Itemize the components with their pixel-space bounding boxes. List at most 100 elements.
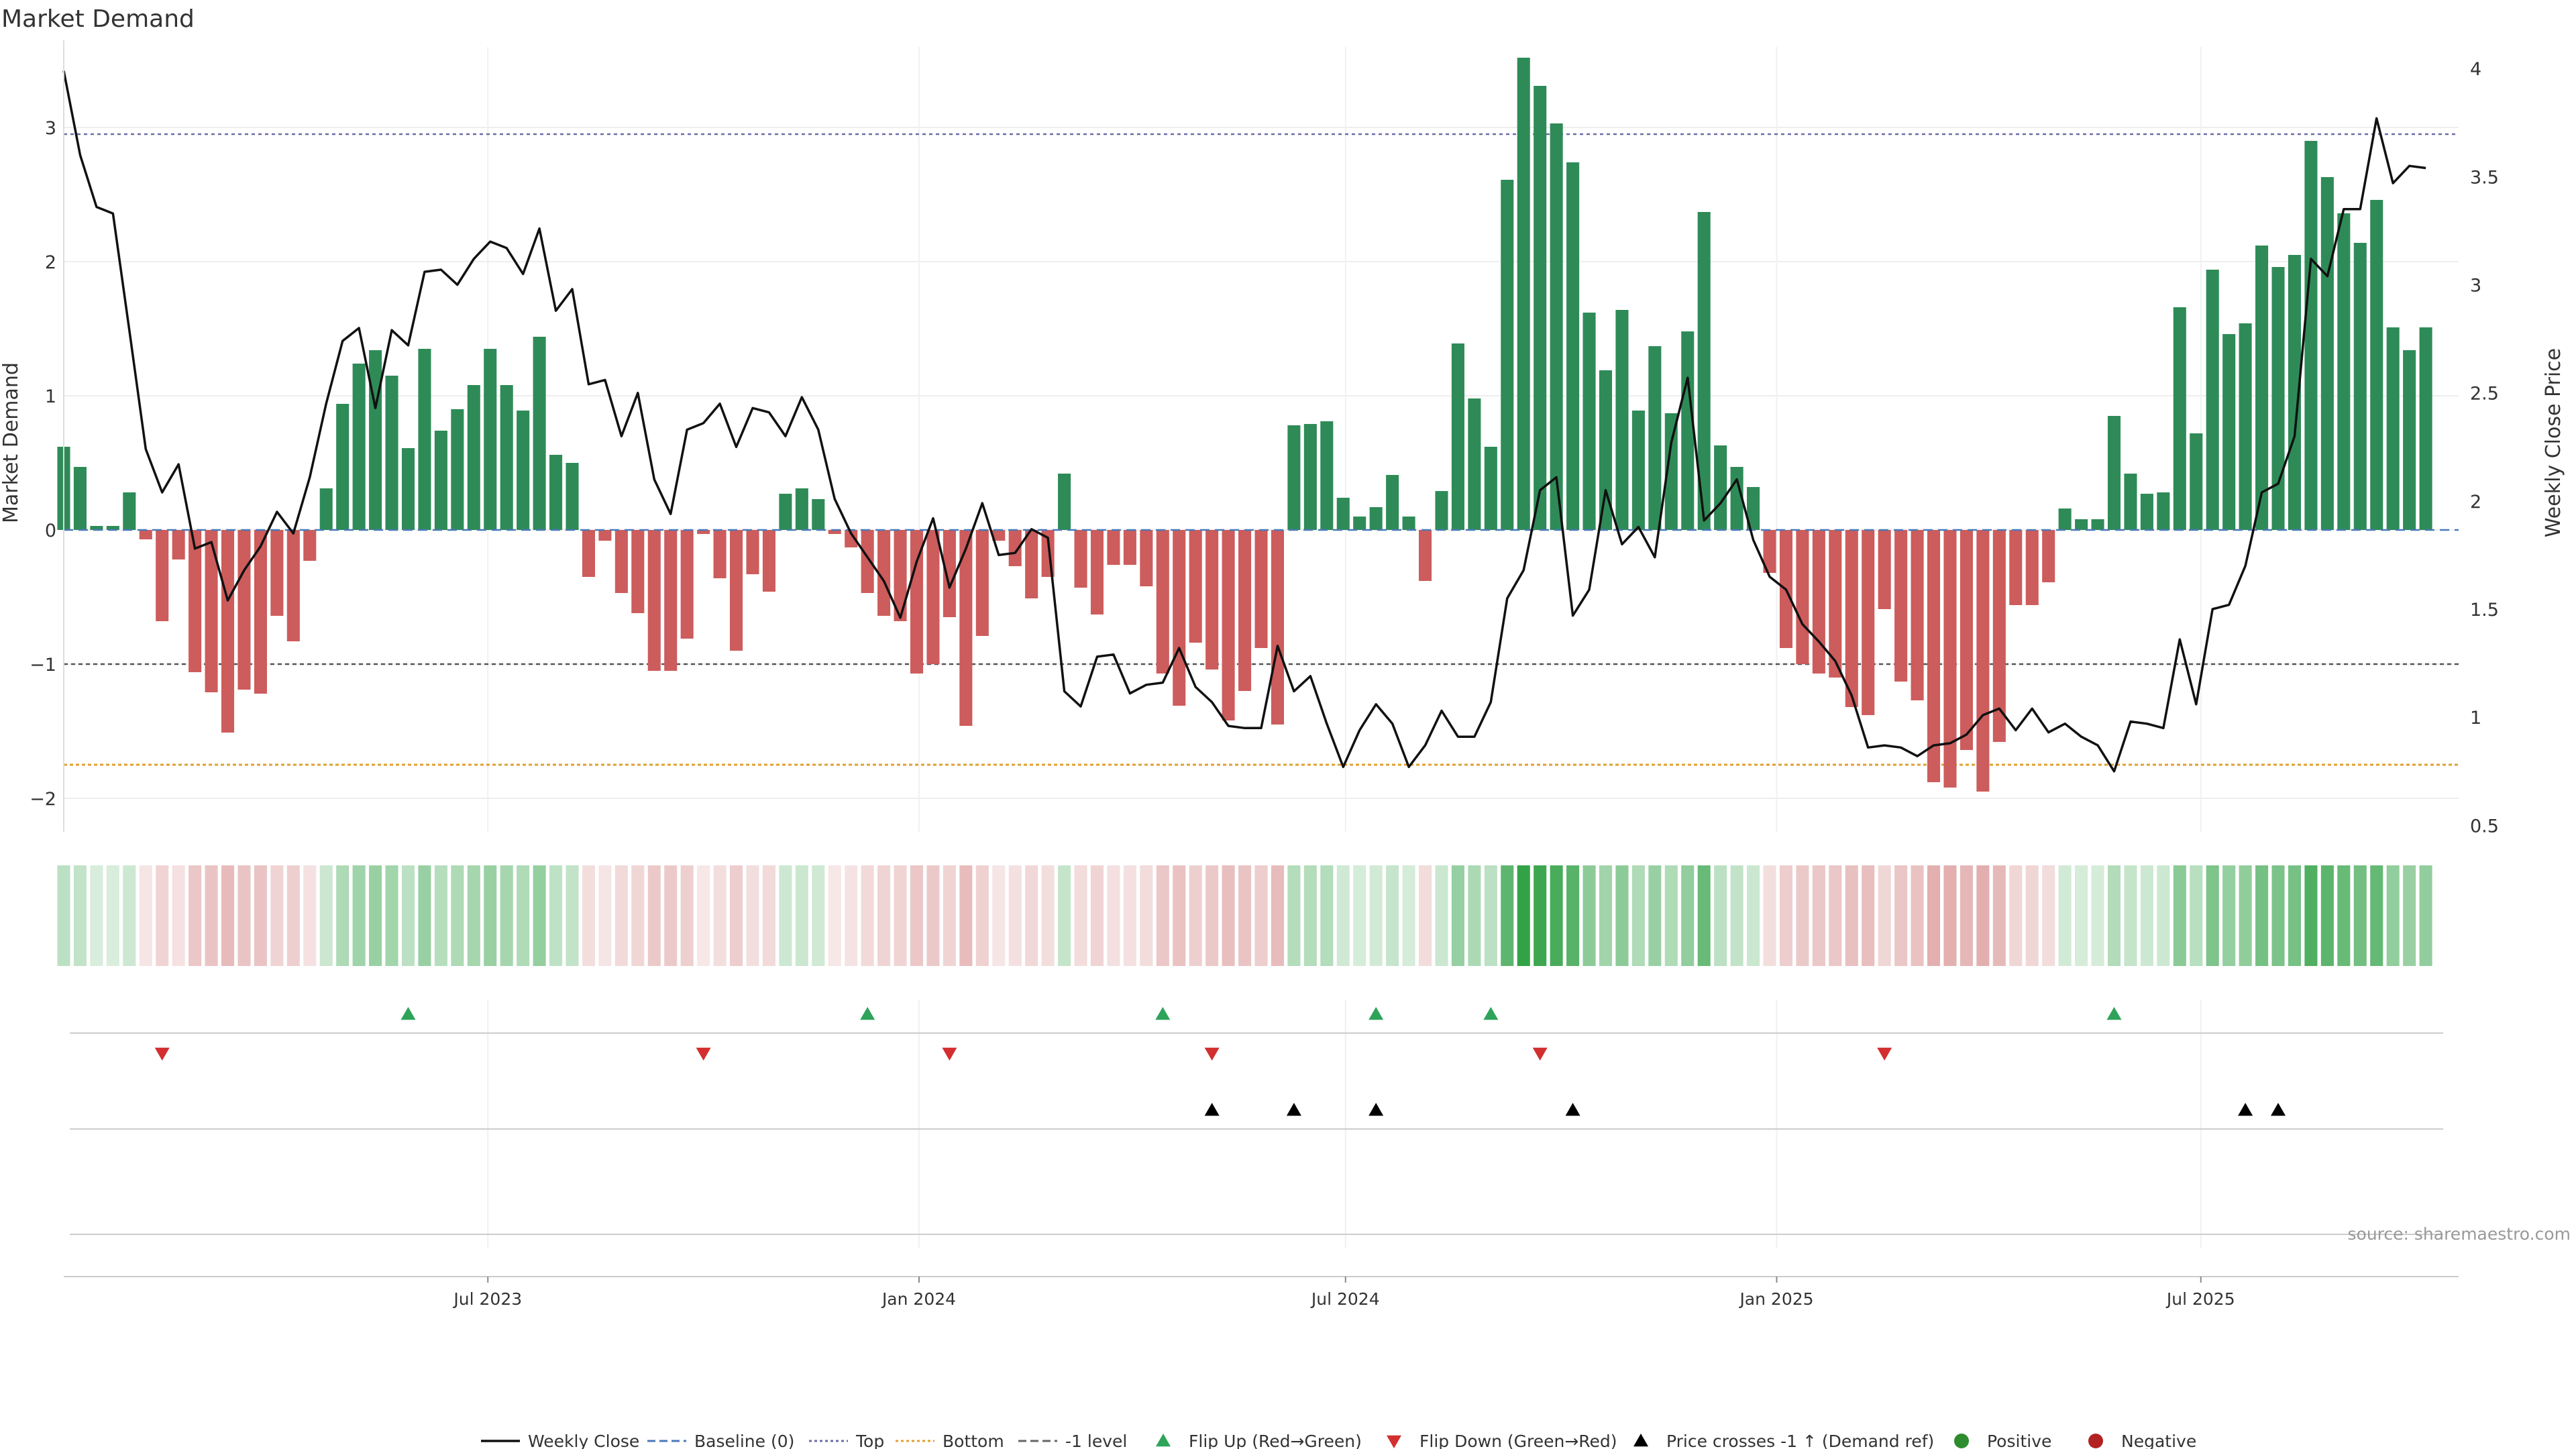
demand-bar-positive <box>1501 180 1514 530</box>
heat-strip-cell <box>73 865 87 966</box>
demand-bar-positive <box>123 492 136 530</box>
demand-bar-negative <box>1074 530 1087 588</box>
heat-strip-cell <box>614 865 628 966</box>
heat-strip-cell <box>680 865 694 966</box>
demand-bar-negative <box>303 530 317 561</box>
heat-strip-cell <box>1320 865 1334 966</box>
demand-bar-positive <box>1402 517 1415 530</box>
flip-up-marker <box>1368 1007 1384 1020</box>
heat-strip-cell <box>664 865 678 966</box>
heat-strip-cell <box>1074 865 1087 966</box>
heat-strip-cell <box>1894 865 1908 966</box>
heat-strip-cell <box>1615 865 1629 966</box>
left-tick-label: 2 <box>45 252 56 273</box>
demand-bar-positive <box>1747 487 1760 530</box>
demand-bar-positive <box>549 455 563 530</box>
demand-bar-positive <box>566 463 579 530</box>
demand-bar-negative <box>221 530 235 733</box>
right-tick-label: 2.5 <box>2470 384 2499 405</box>
heat-strip-cell <box>1271 865 1284 966</box>
demand-bar-negative <box>189 530 202 672</box>
demand-bar-positive <box>1566 162 1580 530</box>
demand-bar-negative <box>910 530 924 674</box>
demand-bar-negative <box>1025 530 1038 598</box>
legend-swatch <box>1633 1434 1648 1447</box>
heat-strip-cell <box>533 865 546 966</box>
heat-strip-cell <box>992 865 1006 966</box>
demand-bar-positive <box>1303 424 1317 530</box>
demand-bar-positive <box>1648 346 1662 530</box>
heat-strip-cell <box>795 865 808 966</box>
heat-strip-cell <box>1369 865 1383 966</box>
left-tick-label: −2 <box>30 789 56 810</box>
heat-strip-cell <box>336 865 350 966</box>
heat-strip-cell <box>2042 865 2055 966</box>
heat-strip-cell <box>2009 865 2023 966</box>
demand-bar-positive <box>1336 498 1350 530</box>
heat-strip-cell <box>1189 865 1202 966</box>
demand-bar-positive <box>2124 474 2137 530</box>
demand-bar-negative <box>2009 530 2023 605</box>
demand-bar-positive <box>434 431 447 530</box>
legend-entry: Weekly Close <box>481 1432 639 1449</box>
heat-strip-cell <box>828 865 841 966</box>
demand-bar-positive <box>451 409 464 530</box>
price-cross-marker <box>1286 1103 1301 1116</box>
demand-bar-positive <box>2058 508 2072 530</box>
demand-bar-positive <box>1534 86 1547 530</box>
left-axis-label: Market Demand <box>0 362 23 523</box>
demand-bar-negative <box>1763 530 1776 573</box>
demand-bar-negative <box>582 530 596 577</box>
heat-strip-cell <box>1107 865 1120 966</box>
heat-strip-cell <box>1287 865 1301 966</box>
heat-strip-cell <box>319 865 333 966</box>
price-cross-marker <box>2271 1103 2286 1116</box>
demand-bar-negative <box>926 530 940 664</box>
demand-bar-negative <box>894 530 907 621</box>
heat-strip-cell <box>500 865 513 966</box>
heat-strip-cell <box>2124 865 2137 966</box>
heat-strip-cell <box>1222 865 1235 966</box>
demand-bar-positive <box>467 385 480 530</box>
demand-bar-negative <box>139 530 152 539</box>
demand-bar-positive <box>319 488 333 530</box>
heat-strip-cell <box>910 865 924 966</box>
heat-strip-cell <box>762 865 775 966</box>
heat-strip-cell <box>1386 865 1399 966</box>
demand-bar-positive <box>2370 200 2383 530</box>
heat-strip-cell <box>352 865 366 966</box>
demand-bar-negative <box>156 530 169 621</box>
heat-strip-cell <box>139 865 152 966</box>
demand-bar-negative <box>614 530 628 593</box>
legend-label: Flip Up (Red→Green) <box>1189 1432 1362 1449</box>
demand-bar-positive <box>1484 447 1497 530</box>
heat-strip-cell <box>697 865 710 966</box>
demand-bar-positive <box>2320 177 2334 530</box>
x-axis: Jul 2023 Jan 2024 Jul 2024 Jan 2025 Jul 2025 <box>64 1276 2459 1309</box>
heat-strip-cell <box>90 865 103 966</box>
heat-strip-cell <box>926 865 940 966</box>
heat-strip-cell <box>894 865 907 966</box>
demand-bar-negative <box>270 530 284 616</box>
demand-bar-negative <box>254 530 267 694</box>
demand-bar-positive <box>401 448 415 530</box>
heat-strip-cell <box>385 865 398 966</box>
demand-bar-negative <box>205 530 218 692</box>
demand-bar-negative <box>1976 530 1990 792</box>
demand-bar-negative <box>1238 530 1252 691</box>
heat-strip-cell <box>1156 865 1169 966</box>
demand-bar-positive <box>2239 323 2252 530</box>
right-tick-label: 0.5 <box>2470 816 2499 837</box>
right-tick-label: 3.5 <box>2470 167 2499 188</box>
heat-strip-cell <box>2025 865 2039 966</box>
demand-bar-negative <box>1418 530 1432 581</box>
demand-bar-positive <box>1451 343 1464 530</box>
main-panel: −2 −1 0 1 2 3 0.5 1 1.5 2 2.5 3 3.5 4 <box>30 40 2499 837</box>
demand-bar-positive <box>2173 307 2186 530</box>
heat-strip-cell <box>959 865 973 966</box>
heat-strip-cell <box>237 865 251 966</box>
x-tick-label: Jul 2025 <box>2165 1289 2235 1309</box>
demand-bar-positive <box>812 499 825 530</box>
heat-strip-cell <box>1336 865 1350 966</box>
legend-entry: Positive <box>1954 1432 2051 1449</box>
